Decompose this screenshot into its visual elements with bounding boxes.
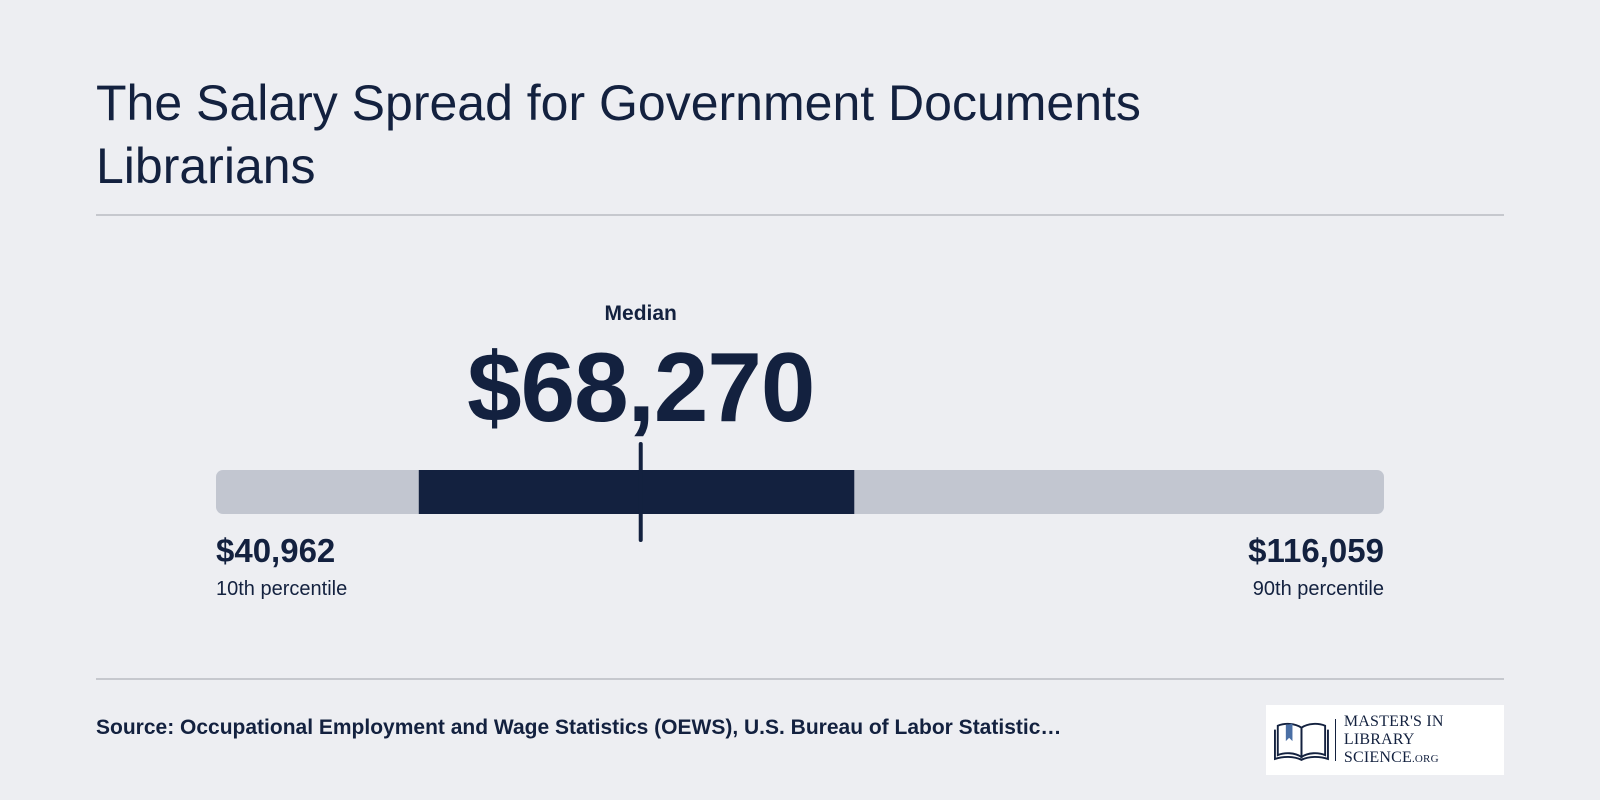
logo-suffix: .ORG: [1411, 752, 1439, 765]
logo-line-1: MASTER'S IN: [1343, 712, 1444, 730]
source-note: Source: Occupational Employment and Wage…: [96, 716, 1062, 739]
page-title: The Salary Spread for Government Documen…: [96, 75, 1141, 194]
high-caption: 90th percentile: [1252, 578, 1384, 600]
median-label: Median: [604, 302, 677, 325]
bottom-divider: [96, 678, 1504, 680]
logo-wordmark: MASTER'S IN LIBRARY SCIENCE.ORG: [1344, 713, 1504, 768]
median-value: $68,270: [467, 332, 815, 442]
logo-divider: [1334, 719, 1336, 761]
interquartile-bar: [418, 470, 855, 514]
site-logo[interactable]: MASTER'S IN LIBRARY SCIENCE.ORG: [1266, 705, 1504, 775]
low-value: $40,962: [216, 532, 336, 569]
top-divider: [96, 214, 1504, 216]
open-book-icon: [1274, 722, 1329, 761]
low-caption: 10th percentile: [216, 578, 348, 600]
high-value: $116,059: [1248, 532, 1384, 569]
logo-line-2: LIBRARY SCIENCE: [1343, 730, 1415, 766]
